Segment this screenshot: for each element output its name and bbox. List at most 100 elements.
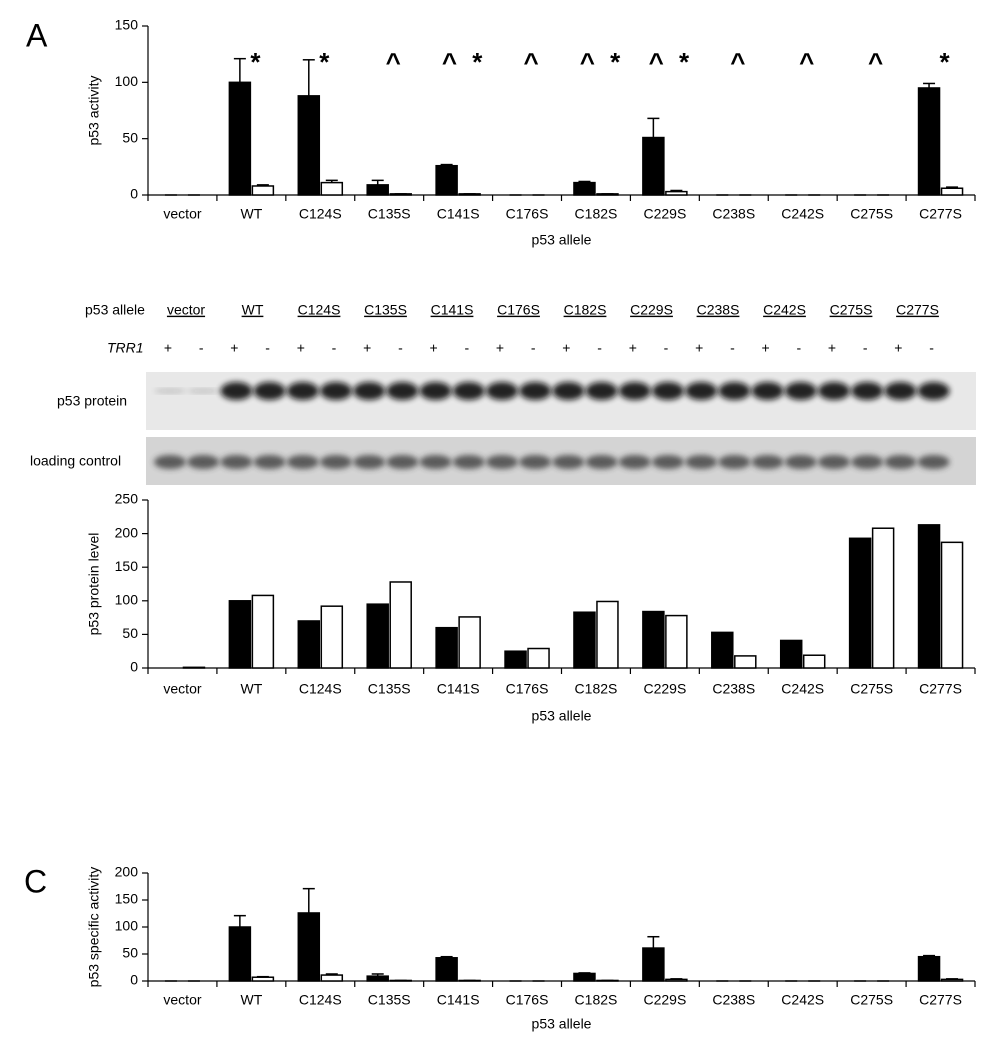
bar [504, 650, 527, 669]
error-bar [371, 179, 384, 185]
y-tick-label: 150 [115, 17, 139, 33]
allele-label: C242S [763, 302, 806, 318]
control-band [154, 455, 186, 469]
control-band [286, 455, 319, 469]
x-tick-label: C238S [712, 681, 755, 697]
x-tick-label: C124S [299, 206, 342, 222]
bar [458, 616, 481, 669]
control-band [618, 455, 651, 469]
x-tick-label: vector [163, 681, 201, 697]
bar [917, 955, 941, 982]
significance-mark: * [319, 47, 333, 77]
error-bar [256, 184, 269, 186]
bar [665, 978, 688, 982]
treatment-sign: + [629, 340, 637, 356]
y-tick-label: 150 [115, 558, 139, 574]
bar [435, 626, 458, 669]
error-bar [670, 189, 683, 192]
protein-band [917, 382, 950, 400]
bar [297, 912, 321, 982]
significance-mark: ^ [386, 47, 405, 77]
x-axis-label: p53 allele [532, 1016, 592, 1032]
protein-band [154, 389, 186, 393]
error-bar [647, 935, 660, 949]
bar [779, 639, 803, 669]
bar [320, 181, 344, 196]
protein-band [320, 382, 352, 400]
allele-label: vector [167, 302, 205, 318]
y-tick-label: 0 [130, 972, 138, 988]
bar [297, 95, 321, 196]
bar [917, 87, 941, 196]
blot-row-label: p53 allele [85, 302, 145, 318]
x-tick-label: C238S [712, 206, 755, 222]
protein-band [784, 382, 817, 400]
x-tick-label: C135S [368, 681, 411, 697]
x-tick-label: C229S [643, 681, 686, 697]
bar [573, 972, 596, 982]
allele-label: WT [242, 302, 264, 318]
protein-band [751, 382, 784, 400]
error-bar [302, 887, 315, 913]
control-band [253, 455, 286, 469]
bar [665, 190, 688, 196]
y-tick-label: 100 [115, 918, 139, 934]
error-bar [302, 59, 315, 96]
treatment-sign: - [863, 340, 868, 356]
x-tick-label: C242S [781, 681, 824, 697]
bar [366, 975, 389, 982]
x-tick-label: C182S [575, 992, 618, 1008]
x-tick-label: C229S [643, 992, 686, 1008]
treatment-sign: + [363, 340, 371, 356]
bar [320, 605, 344, 669]
y-tick-label: 150 [115, 891, 139, 907]
x-tick-label: vector [163, 206, 201, 222]
bar [642, 136, 665, 196]
bar [596, 600, 619, 669]
treatment-sign: - [664, 340, 669, 356]
error-bar [440, 955, 453, 958]
protein-band [685, 382, 718, 400]
control-band [486, 455, 518, 469]
allele-label: C229S [630, 302, 673, 318]
significance-mark: ^ * [649, 47, 694, 77]
treatment-sign: - [398, 340, 403, 356]
treatment-sign: + [894, 340, 902, 356]
western-blot [146, 372, 976, 485]
bar [871, 527, 895, 669]
x-tick-label: C124S [299, 681, 342, 697]
x-tick-label: WT [240, 206, 262, 222]
y-tick-label: 0 [130, 186, 138, 202]
bar [366, 603, 389, 669]
significance-mark: * [250, 47, 264, 77]
y-tick-label: 100 [115, 592, 139, 608]
treatment-sign: - [531, 340, 536, 356]
error-bar [371, 973, 384, 977]
panel-label: A [26, 17, 48, 53]
x-tick-label: C176S [506, 681, 549, 697]
significance-mark: ^ [730, 47, 749, 77]
bar [573, 611, 596, 669]
protein-band [353, 382, 386, 400]
y-tick-label: 200 [115, 524, 139, 540]
treatment-sign: + [762, 340, 770, 356]
significance-mark: ^ * [442, 47, 487, 77]
error-bar [946, 186, 959, 189]
control-band [320, 455, 352, 469]
control-band [353, 455, 386, 469]
allele-label: C238S [697, 302, 740, 318]
treatment-sign: - [730, 340, 735, 356]
x-tick-label: C229S [643, 206, 686, 222]
allele-label: C124S [298, 302, 341, 318]
protein-band [253, 382, 286, 400]
protein-band [652, 382, 684, 400]
error-bar [923, 954, 936, 957]
lane-label: loading control [30, 453, 121, 469]
x-tick-label: C176S [506, 206, 549, 222]
protein-band [386, 382, 419, 400]
control-band [552, 455, 585, 469]
bar [711, 631, 734, 669]
bar [734, 655, 757, 669]
treatment-label: TRR1 [107, 340, 144, 356]
